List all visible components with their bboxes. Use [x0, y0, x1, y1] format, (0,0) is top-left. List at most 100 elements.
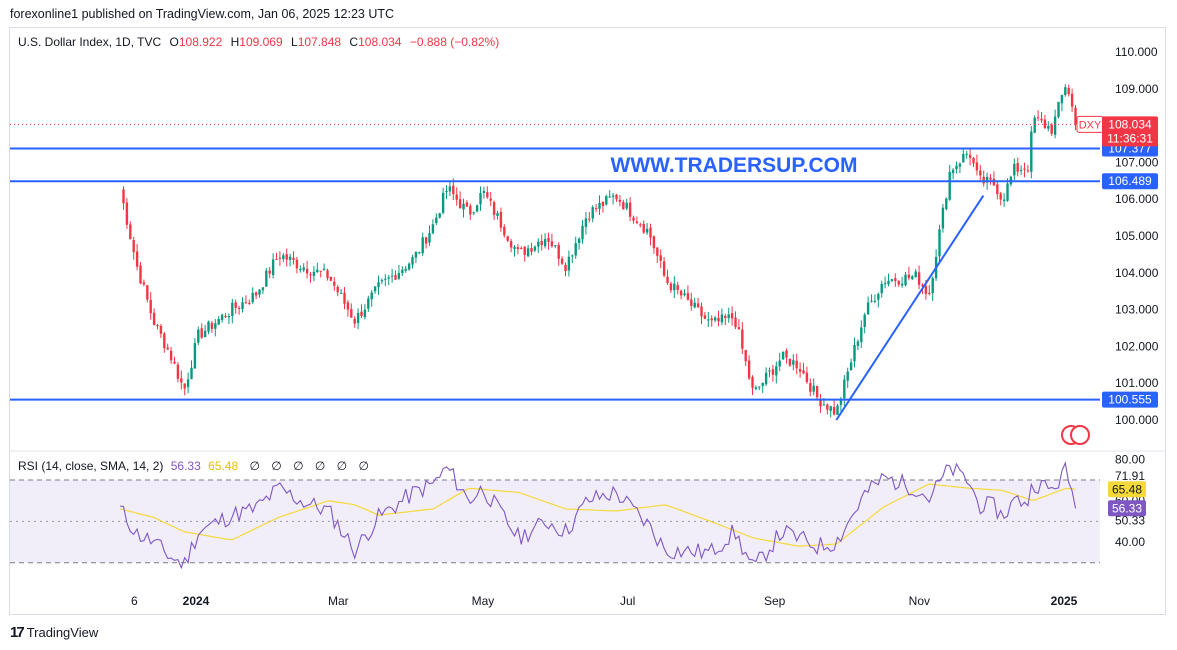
candle-body	[197, 329, 200, 343]
price-y-tick-label: 104.000	[1115, 266, 1159, 280]
candle-body	[329, 276, 333, 281]
price-y-tick-label: 106.000	[1115, 192, 1159, 206]
candle-body	[373, 286, 377, 292]
candle-body	[441, 192, 445, 213]
rsi-sma-value-label: 65.48	[1112, 482, 1142, 496]
candle-body	[295, 259, 299, 269]
candle-body	[455, 194, 458, 200]
candle-body	[401, 269, 404, 274]
rsi-legend-symbol-2: ∅	[271, 459, 282, 473]
candle-body	[404, 268, 407, 271]
candle-body	[571, 255, 574, 257]
candle-body	[564, 264, 567, 272]
rsi-legend-symbol-4: ∅	[314, 459, 326, 473]
candle-body	[873, 300, 877, 302]
rsi-legend-value: 56.33	[170, 459, 201, 473]
candle-body	[968, 154, 972, 158]
x-tick-label: Mar	[328, 594, 349, 608]
price-y-tick-label: 109.000	[1115, 82, 1159, 96]
candle-body	[458, 199, 462, 209]
candle-body	[632, 217, 635, 221]
candle-body	[520, 247, 523, 249]
candle-body	[1060, 95, 1064, 104]
candle-body	[261, 287, 265, 291]
level-price-label-2: 106.489	[1108, 174, 1152, 188]
candle-body	[734, 317, 737, 328]
watermark-text: WWW.TRADERSUP.COM	[611, 154, 858, 177]
candle-body	[380, 280, 384, 282]
candle-body	[948, 171, 951, 200]
candle-body	[244, 302, 248, 304]
rsi-value-tag	[1108, 500, 1146, 517]
symbol-tag-label: DXY	[1079, 119, 1102, 131]
x-tick-label: 2024	[183, 594, 210, 608]
candle-body	[911, 276, 914, 280]
candle-body	[129, 224, 132, 239]
candle-body	[883, 283, 887, 285]
candle-body	[367, 298, 370, 309]
candle-body	[662, 261, 666, 276]
candle-body	[1016, 163, 1019, 172]
publisher-line: forexonline1 published on TradingView.co…	[10, 7, 395, 21]
candle-body	[669, 283, 673, 291]
candle-body	[679, 290, 683, 296]
candle-body	[843, 379, 846, 399]
candle-body	[999, 193, 1002, 200]
last-price-countdown: 11:36:31	[1107, 131, 1153, 145]
rsi-y-tick-label: 71.91	[1115, 469, 1145, 483]
candle-body	[897, 280, 900, 285]
tradingview-logo-icon: 17	[10, 624, 25, 641]
candle-body	[278, 257, 282, 259]
candle-body	[635, 221, 639, 223]
footer: 17 TradingView	[10, 624, 98, 641]
candle-body	[479, 192, 482, 205]
candle-body	[339, 292, 343, 294]
candle-body	[176, 364, 180, 379]
candle-body	[1050, 124, 1053, 134]
footer-brand: TradingView	[26, 625, 99, 640]
price-y-tick-label: 103.000	[1115, 303, 1159, 317]
candle-body	[285, 254, 288, 260]
candle-body	[557, 244, 560, 259]
candle-body	[945, 198, 948, 210]
rsi-y-tick-label: 40.00	[1115, 535, 1145, 549]
candle-body	[1043, 119, 1047, 128]
legend-open-label: O	[169, 35, 179, 49]
rsi-legend-sma-value: 65.48	[208, 459, 239, 473]
price-legend: U.S. Dollar Index, 1D, TVC O108.922 H109…	[18, 35, 499, 49]
rsi-y-tick-label: 50.33	[1115, 514, 1145, 528]
rsi-legend-symbol-3: ∅	[293, 459, 304, 473]
rsi-line	[120, 461, 1077, 570]
price-y-tick-label: 105.000	[1115, 229, 1159, 243]
candle-body	[526, 248, 530, 257]
candle-body	[152, 312, 156, 326]
candle-body	[727, 314, 730, 319]
candle-body	[254, 292, 258, 296]
price-y-tick-label: 100.000	[1115, 413, 1159, 427]
candle-body	[200, 328, 203, 338]
candle-body	[516, 247, 520, 250]
candle-body	[931, 278, 934, 293]
rsi-legend-symbol-6: ∅	[358, 459, 369, 473]
candle-body	[149, 299, 152, 314]
candle-body	[615, 194, 618, 200]
level-price-label-3: 100.555	[1108, 393, 1152, 407]
candle-body	[622, 201, 625, 210]
rsi-sma-line	[119, 483, 1076, 547]
candle-body	[639, 224, 642, 226]
price-y-tick-label: 107.000	[1115, 155, 1159, 169]
candle-body	[652, 236, 656, 249]
candle-body	[1030, 131, 1033, 172]
candle-body	[1057, 101, 1060, 117]
candle-body	[965, 153, 968, 155]
candle-body	[673, 283, 676, 291]
candle-body	[163, 333, 166, 349]
legend-low-label: L	[291, 35, 298, 49]
candle-body	[513, 246, 516, 249]
candle-body	[710, 318, 713, 321]
candle-body	[955, 165, 958, 170]
rsi-sma-value-tag	[1108, 481, 1146, 498]
price-y-tick-label: 101.000	[1115, 376, 1159, 390]
candle-body	[489, 198, 492, 201]
